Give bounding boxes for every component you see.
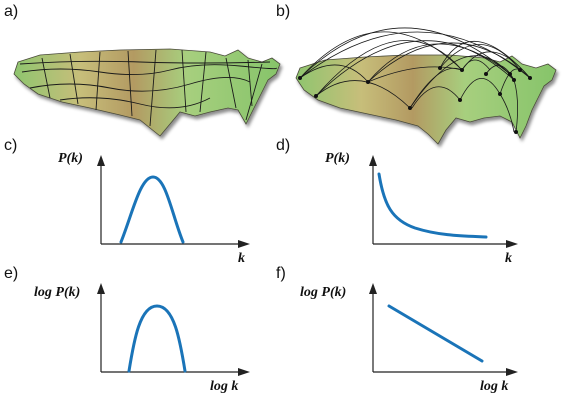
- panel-d-y-arrow: [369, 155, 377, 166]
- hub-node: [366, 80, 370, 84]
- panel-f-x-label: log k: [480, 379, 508, 394]
- panel-f-x-arrow: [506, 368, 518, 376]
- hub-node: [498, 92, 502, 96]
- hub-node: [298, 76, 302, 80]
- hub-node: [514, 130, 518, 134]
- panel-c-x-label: k: [238, 251, 245, 266]
- panel-f-y-label: log P(k): [300, 285, 346, 300]
- hub-node: [314, 94, 318, 98]
- panel-c-y-arrow: [97, 155, 105, 166]
- panel-c: c) P(k) k: [4, 137, 250, 266]
- hub-node: [438, 66, 442, 70]
- panel-f-y-arrow: [369, 283, 377, 294]
- flight-arcs-b: [299, 27, 531, 133]
- hub-node: [512, 78, 516, 82]
- panel-e-x-arrow: [238, 368, 250, 376]
- panel-f-curve: [387, 304, 484, 363]
- panel-e-letter: e): [4, 265, 18, 282]
- airport-hubs-b: [298, 66, 532, 134]
- panel-e-y-label: log P(k): [34, 285, 80, 300]
- panel-b-letter: b): [276, 3, 290, 20]
- panel-c-letter: c): [4, 137, 17, 154]
- panel-e: e) log P(k) log k: [4, 265, 250, 394]
- panel-e-y-arrow: [97, 283, 105, 294]
- hub-node: [484, 72, 488, 76]
- panel-c-curve: [119, 175, 185, 244]
- panel-d-x-label: k: [505, 251, 512, 266]
- hub-node: [528, 76, 532, 80]
- hub-node: [518, 68, 522, 72]
- panel-d: d) P(k) k: [276, 137, 518, 266]
- hub-node: [460, 68, 464, 72]
- hub-node: [508, 72, 512, 76]
- road-network-a: [19, 49, 277, 127]
- panel-f: f) log P(k) log k: [276, 265, 518, 394]
- panel-a-letter: a): [4, 3, 18, 20]
- panel-c-y-label: P(k): [58, 151, 83, 166]
- panel-e-x-label: log k: [210, 379, 238, 394]
- panel-a: a): [4, 3, 281, 137]
- panel-d-curve: [377, 172, 488, 239]
- panel-d-letter: d): [276, 137, 290, 154]
- hub-node: [458, 98, 462, 102]
- panel-b: b): [276, 3, 557, 145]
- panel-d-x-arrow: [506, 240, 518, 248]
- panel-d-y-label: P(k): [325, 151, 350, 166]
- hub-node: [408, 106, 412, 110]
- panel-e-curve: [127, 304, 187, 373]
- panel-c-x-arrow: [238, 240, 250, 248]
- us-map-a: [13, 48, 281, 137]
- panel-f-letter: f): [276, 265, 286, 282]
